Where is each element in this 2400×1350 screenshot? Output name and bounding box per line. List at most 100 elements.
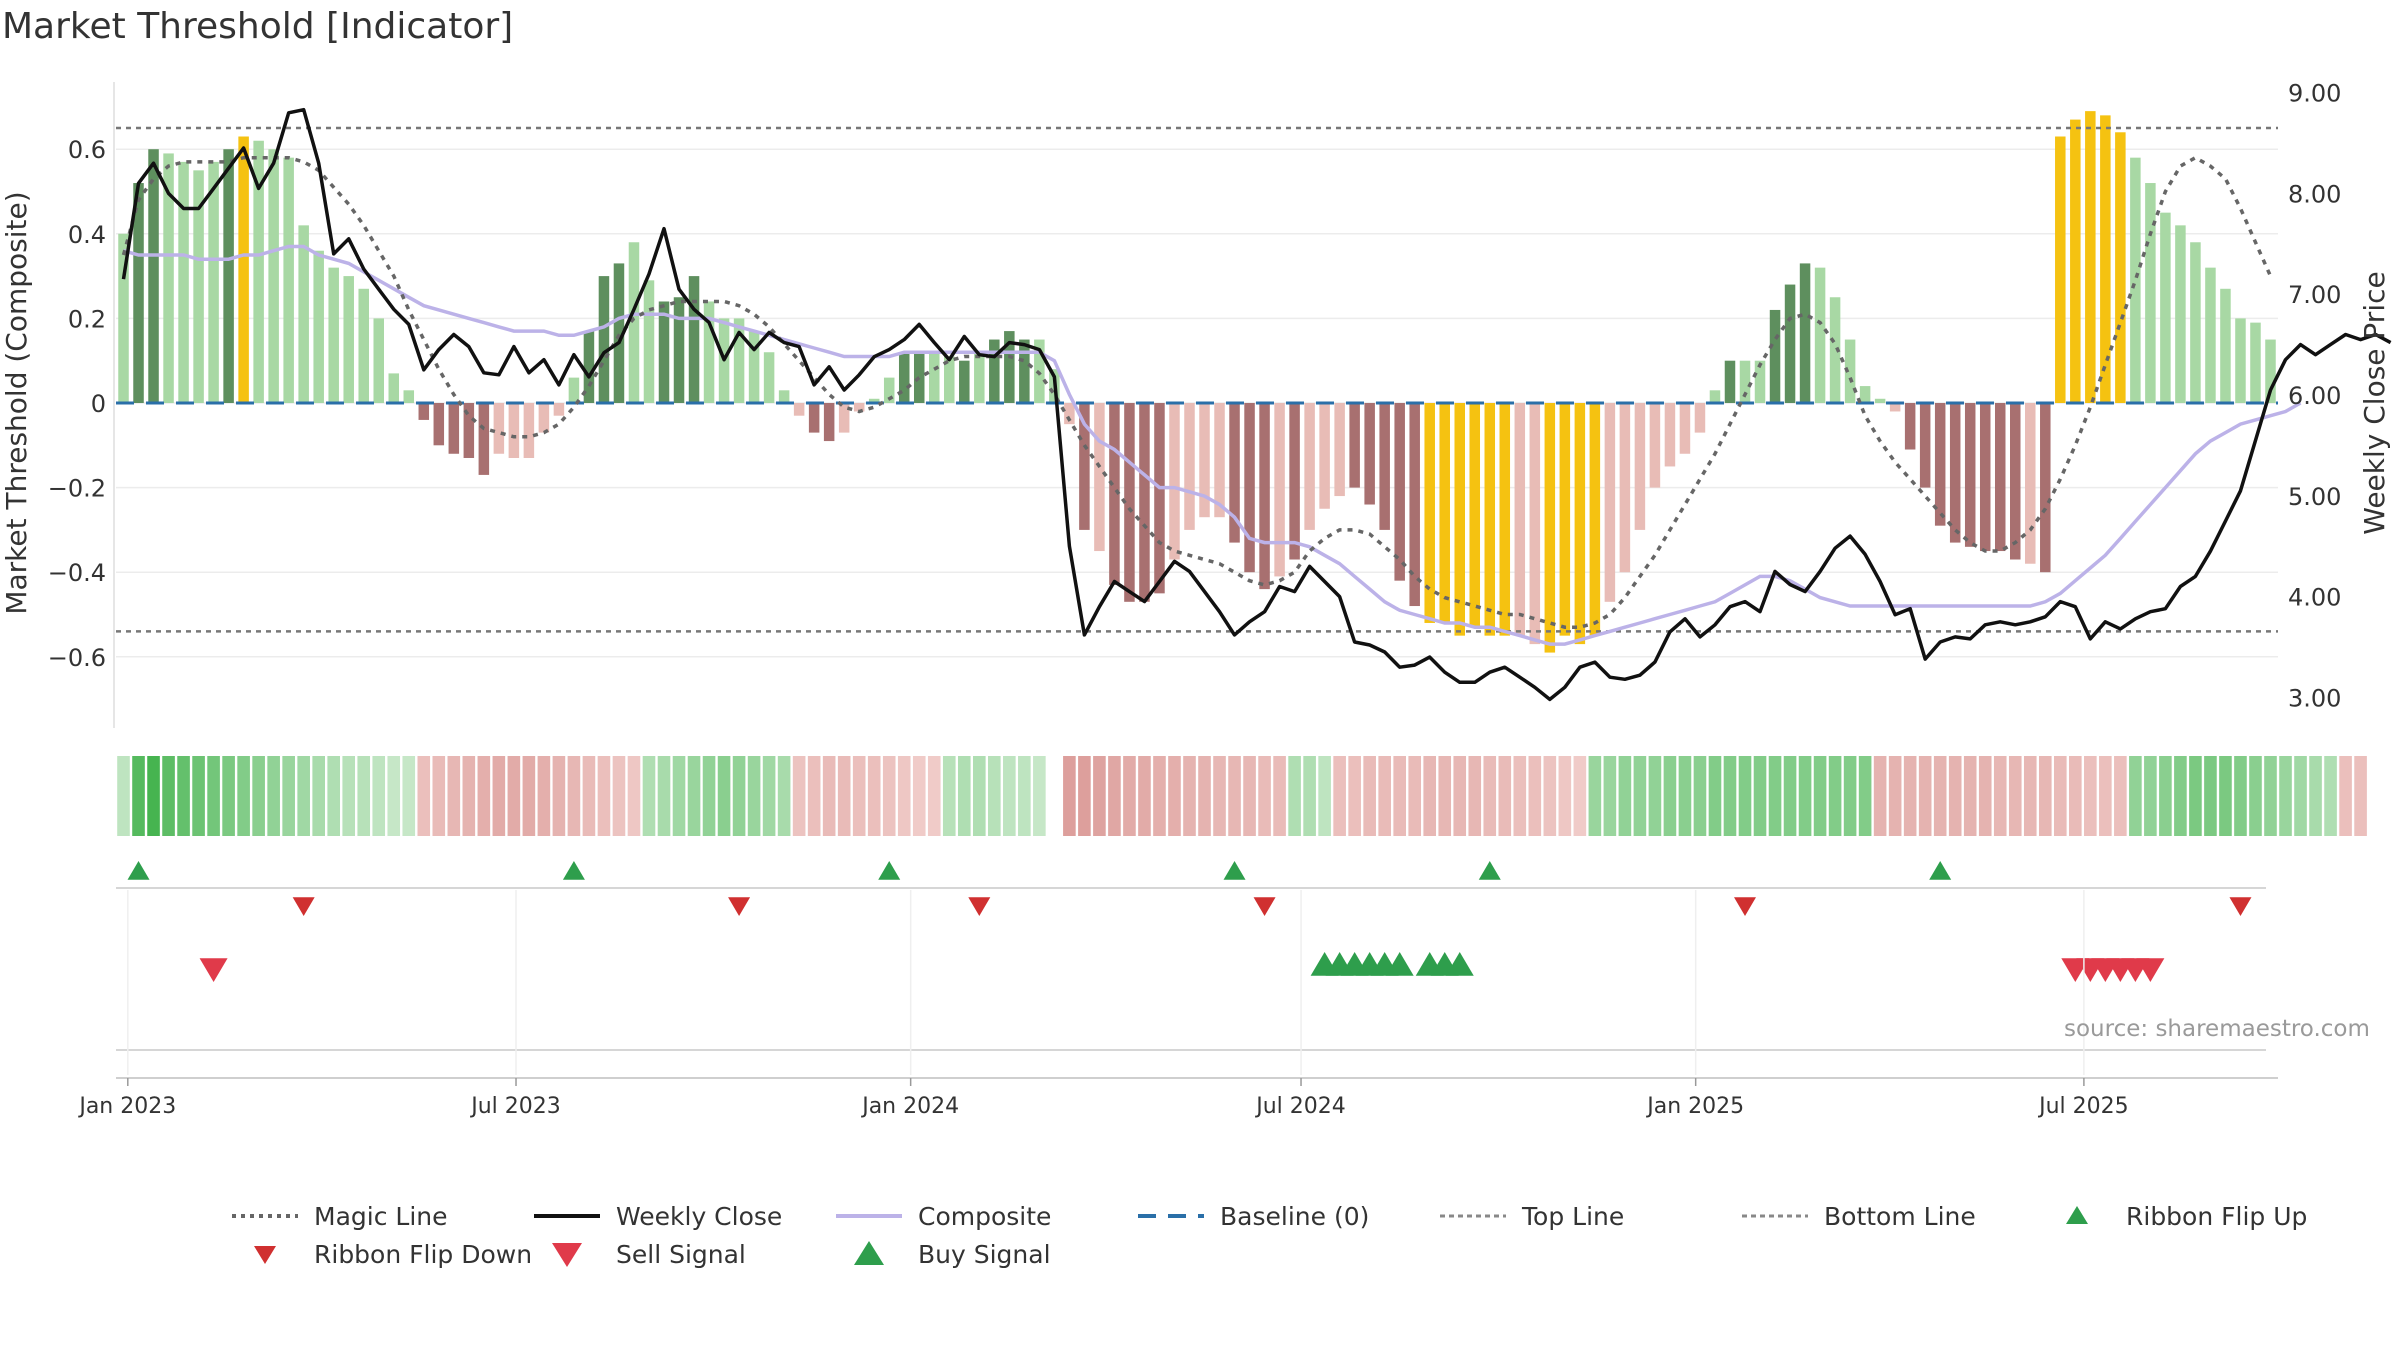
- legend: Magic Line Weekly Close Composite Baseli…: [220, 1196, 2320, 1306]
- composite-bar: [2055, 136, 2066, 403]
- weekly-close-line: [121, 107, 2392, 702]
- composite-bar: [193, 170, 204, 403]
- ribbon-cell: [1948, 756, 1962, 836]
- composite-bar: [343, 276, 354, 403]
- ribbon-cell: [1438, 756, 1452, 836]
- legend-symbol-bottom-line: [1742, 1214, 1808, 1218]
- composite-bar: [1994, 403, 2006, 552]
- ribbon-cell: [1003, 756, 1016, 836]
- ribbon-cell: [387, 756, 401, 836]
- composite-bar: [2100, 115, 2111, 404]
- ribbon-cell: [1138, 756, 1151, 836]
- composite-bar: [1889, 403, 1901, 412]
- ribbon-cell: [2324, 756, 2337, 836]
- ribbon-cell: [1453, 756, 1467, 836]
- ribbon-cell: [2069, 756, 2082, 836]
- composite-bar: [1409, 403, 1420, 607]
- ribbon-flip-down-marker: [968, 897, 991, 916]
- ribbon-cell: [777, 756, 791, 836]
- composite-bar: [1169, 403, 1180, 560]
- composite-bar: [1079, 403, 1090, 530]
- y-tick-label: 0: [91, 390, 106, 418]
- x-axis: Jan 2023 Jul 2023 Jan 2024 Jul 2024 Jan 2025…: [77, 890, 2278, 1119]
- ribbon-cell: [1753, 756, 1767, 836]
- ribbon-cell: [912, 756, 926, 836]
- composite-bar: [118, 233, 129, 403]
- legend-label: Buy Signal: [918, 1239, 1051, 1269]
- ribbon-cell: [837, 756, 851, 836]
- ribbon-cell: [792, 756, 806, 836]
- composite-bar: [2025, 403, 2036, 564]
- ribbon-cell: [2264, 756, 2277, 836]
- buy-signal-marker: [1445, 952, 1474, 976]
- ribbon-cell: [717, 756, 731, 836]
- composite-bars: [118, 111, 2276, 653]
- composite-bar: [628, 242, 640, 403]
- composite-bar: [944, 356, 955, 403]
- composite-bar: [959, 360, 970, 403]
- composite-bar: [523, 403, 535, 458]
- composite-bar: [1754, 360, 1766, 403]
- composite-bar: [1244, 403, 1255, 573]
- y-tick-label: 0.2: [68, 305, 106, 333]
- composite-bar: [688, 276, 700, 403]
- ribbon-cell: [1768, 756, 1782, 836]
- composite-bar: [913, 352, 925, 403]
- composite-bar: [133, 183, 144, 403]
- composite-bar: [403, 390, 415, 403]
- legend-symbol-ribbon-flip-down: [254, 1246, 276, 1264]
- composite-bar: [583, 331, 595, 403]
- composite-bar: [1529, 403, 1541, 645]
- composite-bar: [1664, 403, 1676, 467]
- composite-bar: [463, 403, 475, 458]
- ribbon-cell: [2204, 756, 2217, 836]
- ribbon-cell: [282, 756, 295, 836]
- y2-tick-label: 3.00: [2288, 684, 2341, 712]
- composite-bar: [763, 352, 775, 403]
- ribbon-cell: [2114, 756, 2127, 836]
- y-axis-title: Market Threshold (Composite): [0, 191, 33, 614]
- ribbon-cell: [1723, 756, 1737, 836]
- composite-bar: [2190, 242, 2201, 403]
- composite-bar: [1514, 403, 1526, 636]
- composite-bar: [1964, 403, 1976, 547]
- ribbon-cell: [687, 756, 701, 836]
- ribbon-cell: [1873, 756, 1887, 836]
- ribbon-cell: [147, 756, 160, 836]
- ribbon-cell: [1603, 756, 1617, 836]
- composite-bar: [1724, 360, 1736, 403]
- ribbon-cell: [1378, 756, 1391, 836]
- ribbon-flip-down-marker: [2229, 897, 2252, 916]
- legend-item-weekly-close: Weekly Close: [532, 1196, 782, 1236]
- ribbon-cell: [988, 756, 1001, 836]
- composite-bar: [1904, 403, 1916, 450]
- composite-bar: [778, 390, 790, 403]
- legend-symbol-sell-signal: [552, 1243, 582, 1267]
- ribbon-cell: [1558, 756, 1572, 836]
- composite-bar: [208, 161, 219, 403]
- ribbon-cell: [642, 756, 656, 836]
- axes: 0.6 0.4 0.2 0 −0.2 −0.4 −0.6 9.00 8.00 7.00 6.00 5.…: [0, 80, 2391, 728]
- composite-bar: [989, 339, 1000, 403]
- composite-bar: [1124, 403, 1135, 602]
- legend-symbol-ribbon-flip-up: [2066, 1206, 2088, 1224]
- ribbon-cell: [1213, 756, 1226, 836]
- magic-line: [121, 155, 2273, 629]
- ribbon-cell: [747, 756, 761, 836]
- ribbon-cell: [1333, 756, 1346, 836]
- x-tick-label: Jul 2025: [2037, 1094, 2129, 1119]
- ribbon-cell: [492, 756, 506, 836]
- composite-bar: [1769, 309, 1781, 403]
- composite-bar: [643, 280, 655, 403]
- composite-bar: [1439, 403, 1450, 623]
- composite-bar: [2070, 119, 2081, 403]
- ribbon-cell: [522, 756, 536, 836]
- ribbon-cell: [417, 756, 431, 836]
- ribbon-cell: [1933, 756, 1947, 836]
- composite-bar: [178, 161, 189, 403]
- composite-bar: [1109, 403, 1120, 585]
- composite-bar: [2250, 322, 2261, 403]
- ribbon-cell: [1648, 756, 1662, 836]
- sell-signal-marker: [2136, 958, 2165, 982]
- composite-bar: [1454, 403, 1465, 636]
